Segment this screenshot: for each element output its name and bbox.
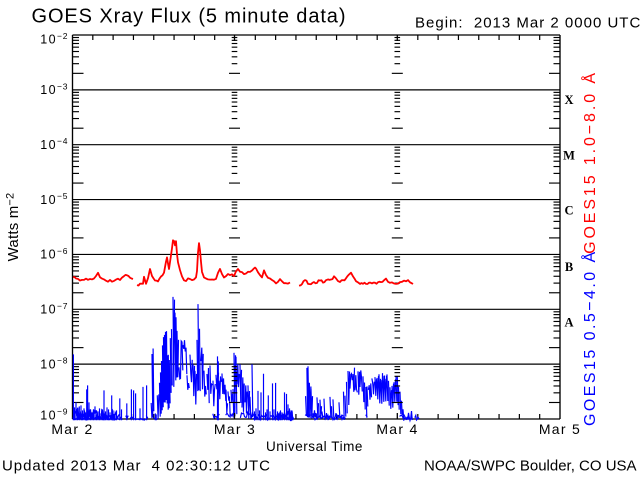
svg-text:NOAA/SWPC Boulder, CO USA: NOAA/SWPC Boulder, CO USA [424,457,637,474]
svg-text:GOES15 1.0−8.0 Å: GOES15 1.0−8.0 Å [580,70,599,254]
svg-text:10−7: 10−7 [40,301,68,317]
svg-text:M: M [563,148,575,162]
svg-text:C: C [564,204,573,218]
svg-text:10−8: 10−8 [40,356,68,372]
svg-text:Begin: 2013 Mar 2 0000 UTC: Begin: 2013 Mar 2 0000 UTC [415,14,640,31]
svg-text:10−2: 10−2 [40,31,68,47]
svg-text:Mar 5: Mar 5 [539,421,581,437]
svg-text:GOES Xray Flux (5 minute data): GOES Xray Flux (5 minute data) [32,5,347,27]
svg-text:A: A [564,315,573,329]
svg-text:Universal Time: Universal Time [266,439,363,454]
svg-text:Updated 2013 Mar 4 02:30:12 U: Updated 2013 Mar 4 02:30:12 UTC [2,457,271,474]
svg-text:B: B [565,260,573,274]
svg-text:GOES15 0.5−4.0 Å: GOES15 0.5−4.0 Å [580,249,599,426]
svg-text:10−5: 10−5 [40,191,68,207]
svg-text:10−4: 10−4 [40,136,68,152]
svg-text:10−6: 10−6 [40,246,68,262]
svg-text:10−3: 10−3 [40,81,68,97]
svg-text:Mar 4: Mar 4 [376,421,418,437]
svg-text:Watts m−2: Watts m−2 [4,193,22,262]
svg-text:Mar 3: Mar 3 [214,421,256,437]
svg-text:X: X [564,93,573,107]
svg-text:Mar 2: Mar 2 [51,421,93,437]
